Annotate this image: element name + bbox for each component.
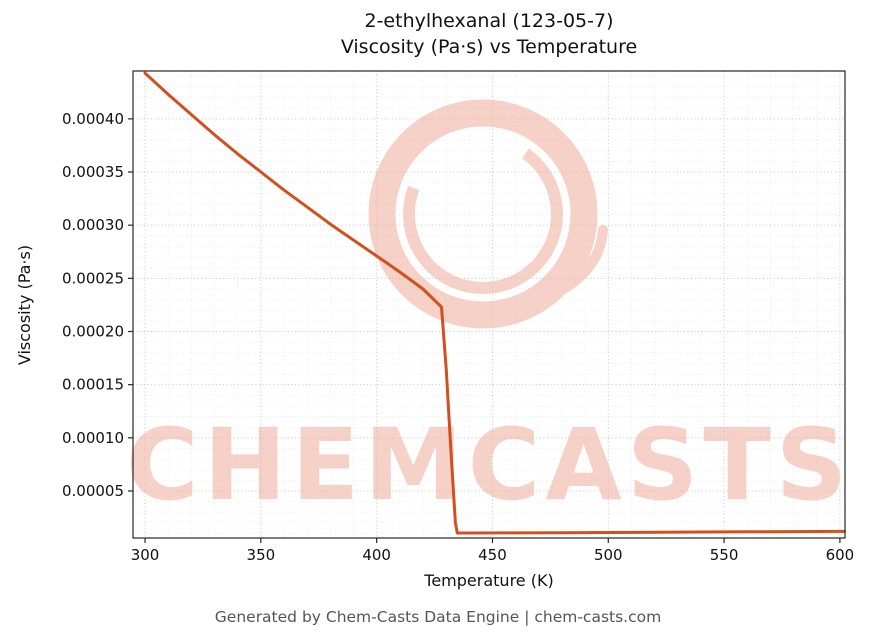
watermark-text: CHEMCASTS — [126, 408, 852, 523]
x-tick-label: 450 — [478, 546, 507, 564]
x-tick-label: 550 — [710, 546, 739, 564]
x-tick-label: 400 — [362, 546, 391, 564]
x-tick-label: 600 — [826, 546, 855, 564]
y-axis-label: Viscosity (Pa·s) — [15, 244, 34, 366]
y-tick-label: 0.00035 — [62, 163, 124, 181]
x-tick-label: 300 — [131, 546, 160, 564]
y-tick-label: 0.00015 — [62, 376, 124, 394]
watermark-tail-icon — [557, 225, 608, 295]
watermark-ring-icon — [368, 99, 598, 329]
x-tick-label: 350 — [247, 546, 276, 564]
y-tick-label: 0.00005 — [62, 482, 124, 500]
footer-credit: Generated by Chem-Casts Data Engine | ch… — [214, 608, 662, 626]
x-tick-label: 500 — [594, 546, 623, 564]
watermark: CHEMCASTS — [126, 99, 852, 523]
viscosity-line — [143, 71, 846, 535]
chart-title: 2-ethylhexanal (123-05-7) — [364, 10, 614, 32]
y-tick-label: 0.00010 — [62, 429, 124, 447]
chart-subtitle: Viscosity (Pa·s) vs Temperature — [340, 36, 638, 58]
y-tick-label: 0.00030 — [62, 216, 124, 234]
y-tick-label: 0.00025 — [62, 269, 124, 287]
plot-border — [132, 70, 846, 539]
x-axis-label: Temperature (K) — [424, 571, 554, 590]
y-tick-label: 0.00040 — [62, 110, 124, 128]
y-tick-label: 0.00020 — [62, 323, 124, 341]
